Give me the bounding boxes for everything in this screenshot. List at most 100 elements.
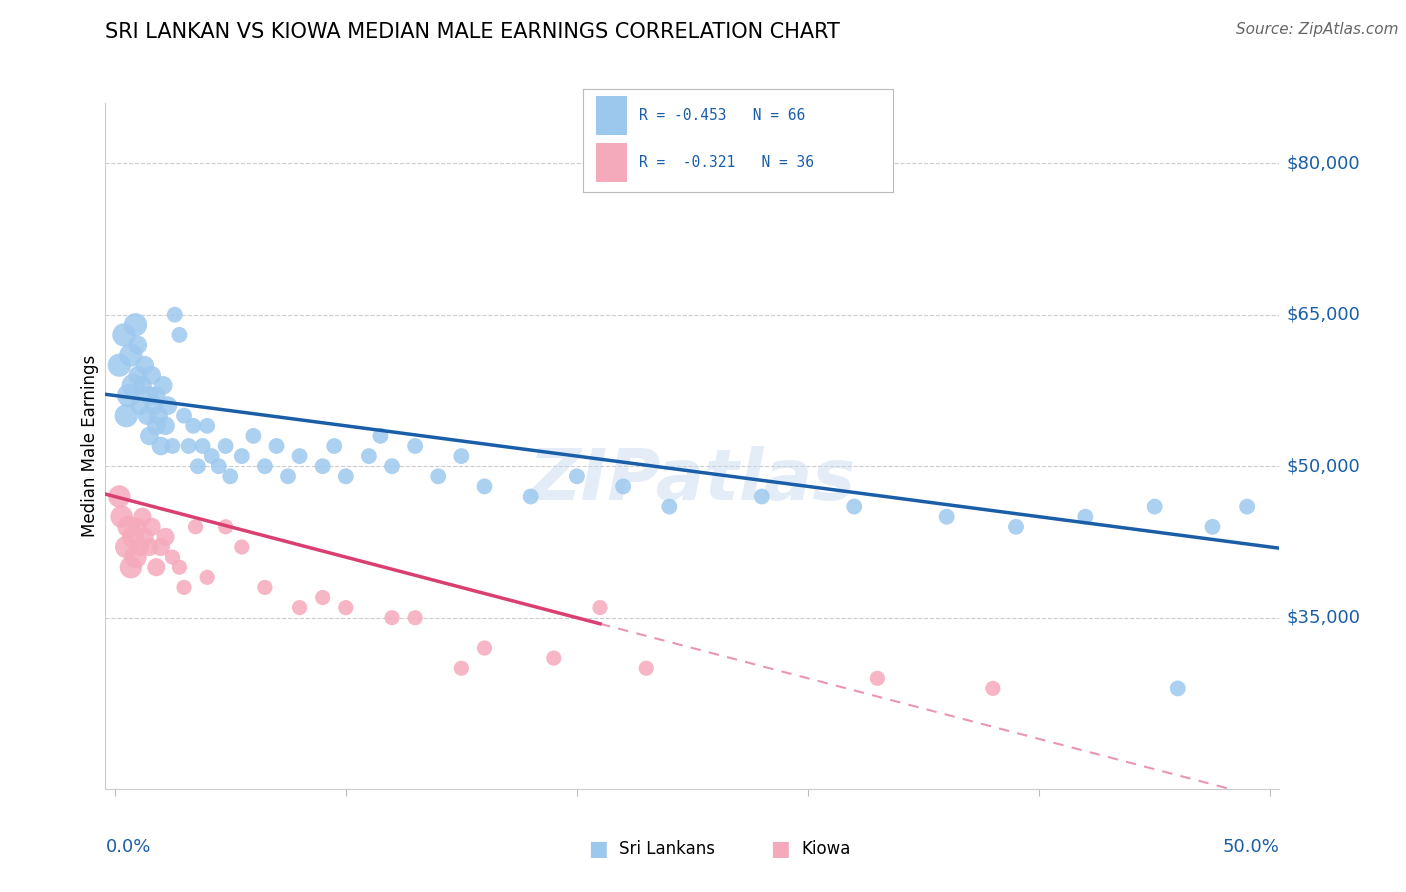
Point <box>163 308 186 322</box>
Point <box>149 439 172 453</box>
Point <box>612 479 634 493</box>
Point <box>427 469 450 483</box>
Point <box>115 540 138 554</box>
Point <box>658 500 681 514</box>
Point <box>565 469 588 483</box>
Point <box>519 490 541 504</box>
Point <box>117 388 139 402</box>
Point <box>266 439 288 453</box>
Point <box>145 560 167 574</box>
Point <box>134 358 156 372</box>
Point <box>131 378 153 392</box>
Point <box>129 399 152 413</box>
Text: R = -0.453   N = 66: R = -0.453 N = 66 <box>640 108 806 123</box>
Point <box>127 520 149 534</box>
Point <box>242 429 264 443</box>
Bar <box>596 143 627 181</box>
Point <box>117 520 139 534</box>
Text: ZIPatlas: ZIPatlas <box>529 446 856 515</box>
Point <box>357 449 380 463</box>
Point <box>162 550 184 565</box>
Point <box>288 600 311 615</box>
Point <box>131 509 153 524</box>
Point <box>1143 500 1166 514</box>
Point <box>181 418 204 433</box>
Point <box>370 429 392 443</box>
Text: ■: ■ <box>770 839 790 859</box>
Point <box>141 368 163 383</box>
Point <box>231 540 253 554</box>
Point <box>122 378 145 392</box>
Point <box>169 327 191 342</box>
Point <box>208 459 231 474</box>
Text: $80,000: $80,000 <box>1286 154 1360 172</box>
Point <box>981 681 1004 696</box>
Point <box>381 610 404 624</box>
Y-axis label: Median Male Earnings: Median Male Earnings <box>80 355 98 537</box>
Point <box>381 459 404 474</box>
Point <box>145 388 167 402</box>
Point <box>335 600 357 615</box>
Point <box>935 509 957 524</box>
Point <box>120 560 142 574</box>
Point <box>214 439 236 453</box>
Point <box>149 540 172 554</box>
Point <box>1074 509 1097 524</box>
Point <box>124 550 146 565</box>
Point <box>148 409 170 423</box>
Point <box>450 661 472 675</box>
Point <box>201 449 224 463</box>
Point <box>138 388 160 402</box>
Point <box>195 418 218 433</box>
Point <box>136 409 159 423</box>
Point <box>141 520 163 534</box>
Point <box>404 439 426 453</box>
Text: Source: ZipAtlas.com: Source: ZipAtlas.com <box>1236 22 1399 37</box>
Point <box>312 591 335 605</box>
Point <box>155 418 177 433</box>
Point <box>636 661 658 675</box>
Point <box>173 581 195 595</box>
Point <box>195 570 218 584</box>
Point <box>253 459 276 474</box>
Point <box>312 459 335 474</box>
Point <box>177 439 200 453</box>
Text: $35,000: $35,000 <box>1286 608 1361 627</box>
Point <box>751 490 773 504</box>
Point <box>589 600 612 615</box>
Point <box>404 610 426 624</box>
Point <box>474 640 496 655</box>
Point <box>143 399 166 413</box>
Point <box>219 469 242 483</box>
Text: SRI LANKAN VS KIOWA MEDIAN MALE EARNINGS CORRELATION CHART: SRI LANKAN VS KIOWA MEDIAN MALE EARNINGS… <box>105 22 841 42</box>
Point <box>122 530 145 544</box>
Point <box>169 560 191 574</box>
Point <box>277 469 299 483</box>
Point <box>138 540 160 554</box>
Point <box>108 490 131 504</box>
Point <box>184 520 207 534</box>
Point <box>162 439 184 453</box>
Point <box>111 509 134 524</box>
Point <box>1167 681 1189 696</box>
Point <box>134 530 156 544</box>
Point <box>1236 500 1258 514</box>
Point <box>129 540 152 554</box>
Point <box>543 651 565 665</box>
Point <box>335 469 357 483</box>
Point <box>253 581 276 595</box>
Text: $65,000: $65,000 <box>1286 306 1361 324</box>
Point <box>1201 520 1223 534</box>
Point <box>115 409 138 423</box>
Point <box>191 439 214 453</box>
Point <box>173 409 195 423</box>
Point <box>138 429 160 443</box>
Point <box>231 449 253 463</box>
Point <box>127 368 149 383</box>
Text: ■: ■ <box>588 839 607 859</box>
Point <box>112 327 135 342</box>
Point <box>187 459 209 474</box>
Text: Kiowa: Kiowa <box>801 840 851 858</box>
Point <box>155 530 177 544</box>
Point <box>474 479 496 493</box>
